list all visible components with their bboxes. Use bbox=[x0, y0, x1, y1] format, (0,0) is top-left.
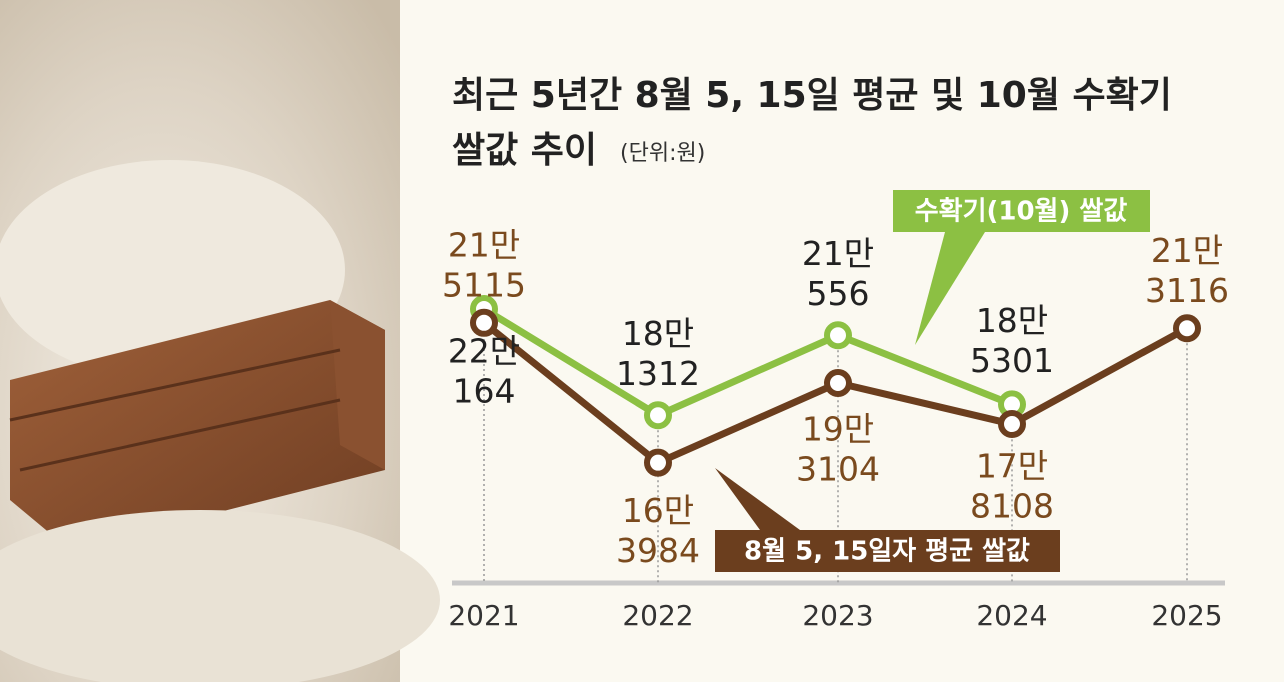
value-label: 19만 bbox=[802, 410, 874, 449]
legend-green bbox=[893, 190, 1150, 345]
value-label: 17만 bbox=[976, 447, 1048, 486]
x-tick-label: 2025 bbox=[1151, 599, 1222, 632]
value-label: 5301 bbox=[970, 341, 1054, 380]
value-label: 18만 bbox=[976, 301, 1048, 340]
value-label: 164 bbox=[453, 371, 516, 410]
value-label: 21만 bbox=[802, 234, 874, 273]
unit-label: (단위:원) bbox=[620, 141, 705, 166]
x-tick-label: 2022 bbox=[622, 599, 693, 632]
point bbox=[824, 321, 852, 350]
chart-title: 쌀값 추이 bbox=[452, 130, 597, 171]
value-label: 21만 bbox=[448, 225, 520, 264]
point bbox=[470, 308, 498, 337]
value-label: 5115 bbox=[442, 265, 526, 304]
legend-label: 수확기(10월) 쌀값 bbox=[915, 197, 1128, 227]
value-label: 22만 bbox=[448, 331, 520, 370]
value-label: 18만 bbox=[622, 314, 694, 353]
point bbox=[824, 369, 852, 398]
value-label: 3104 bbox=[796, 450, 880, 489]
x-tick-label: 2021 bbox=[448, 599, 519, 632]
value-label: 21만 bbox=[1151, 231, 1223, 270]
point bbox=[1173, 314, 1201, 343]
photo bbox=[0, 0, 440, 682]
point bbox=[644, 401, 672, 430]
value-label: 1312 bbox=[616, 354, 700, 393]
legend-label: 8월 5, 15일자 평균 쌀값 bbox=[744, 537, 1030, 567]
value-label: 556 bbox=[807, 274, 870, 313]
value-label: 16만 bbox=[622, 491, 694, 530]
chart-title: 최근 5년간 8월 5, 15일 평균 및 10월 수확기 bbox=[452, 75, 1172, 116]
point bbox=[644, 448, 672, 477]
legend-brown bbox=[715, 468, 1060, 572]
x-tick-label: 2024 bbox=[976, 599, 1047, 632]
point bbox=[998, 410, 1026, 439]
value-label: 3116 bbox=[1145, 271, 1229, 310]
value-label: 8108 bbox=[970, 487, 1054, 526]
value-label: 3984 bbox=[616, 531, 700, 570]
x-tick-label: 2023 bbox=[802, 599, 873, 632]
line bbox=[482, 305, 1014, 419]
